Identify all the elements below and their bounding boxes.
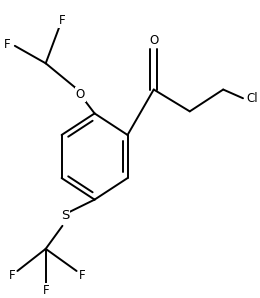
Text: F: F bbox=[59, 14, 66, 27]
Text: O: O bbox=[76, 88, 85, 101]
Text: F: F bbox=[8, 269, 15, 282]
Text: F: F bbox=[4, 38, 10, 51]
Text: F: F bbox=[42, 284, 49, 297]
Text: O: O bbox=[149, 34, 158, 47]
Text: Cl: Cl bbox=[246, 92, 258, 105]
Text: F: F bbox=[79, 269, 86, 282]
Text: S: S bbox=[61, 209, 69, 222]
